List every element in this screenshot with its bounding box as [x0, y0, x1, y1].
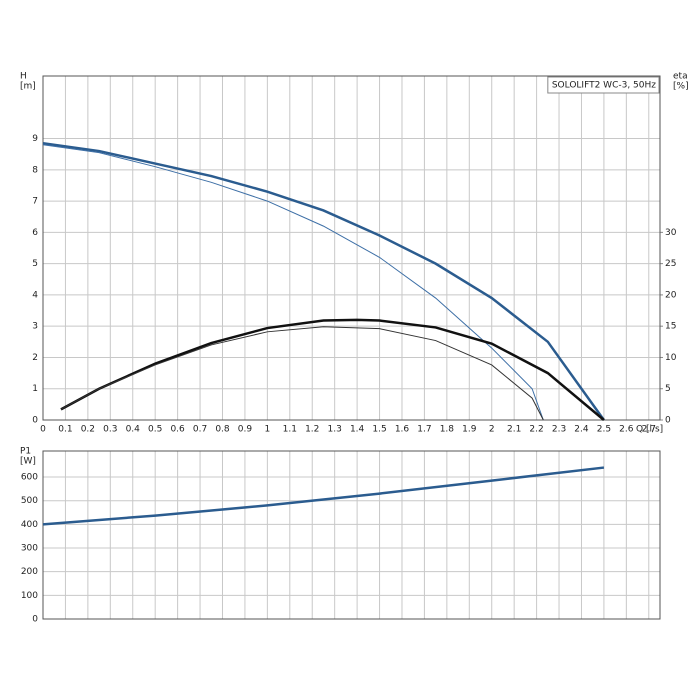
x-tick-label: 1.1	[283, 425, 297, 435]
x-tick-label: 1.7	[417, 425, 431, 435]
y2-tick-label: 30	[665, 228, 677, 238]
y-tick-label: 500	[21, 496, 38, 506]
x-tick-label: 0.9	[238, 425, 253, 435]
y-axis-label: [W]	[20, 457, 36, 467]
y2-axis-label: [%]	[673, 82, 689, 92]
y-tick-label: 6	[32, 228, 38, 238]
x-tick-label: 2	[489, 425, 495, 435]
y2-tick-label: 15	[665, 322, 676, 332]
curve	[60, 326, 544, 421]
x-tick-label: 1.2	[305, 425, 319, 435]
curve	[42, 141, 605, 421]
y-axis-label: [m]	[20, 82, 36, 92]
y-tick-label: 8	[32, 165, 38, 175]
x-tick-label: 1	[264, 425, 270, 435]
y-tick-label: 1	[32, 384, 38, 394]
x-tick-label: 1.5	[372, 425, 386, 435]
y-tick-label: 400	[21, 520, 38, 530]
y-tick-label: 5	[32, 259, 38, 269]
x-tick-label: 0.1	[58, 425, 72, 435]
x-tick-label: 2.3	[552, 425, 566, 435]
curve	[42, 144, 544, 421]
y2-axis-label: eta	[673, 72, 688, 82]
y2-tick-label: 0	[665, 416, 671, 426]
x-tick-label: 0.6	[170, 425, 185, 435]
x-tick-label: 1.3	[328, 425, 342, 435]
x-axis-label: Q [l/s]	[636, 425, 663, 435]
y-tick-label: 200	[21, 567, 38, 577]
y-tick-label: 9	[32, 134, 38, 144]
y-tick-label: 7	[32, 197, 38, 207]
y-tick-label: 100	[21, 591, 38, 601]
x-tick-label: 1.8	[440, 425, 455, 435]
plot-frame	[42, 450, 661, 620]
x-tick-label: 2.2	[529, 425, 543, 435]
y-tick-label: 300	[21, 544, 38, 554]
y2-tick-label: 20	[665, 290, 677, 300]
curve	[42, 466, 605, 526]
x-tick-label: 2.4	[574, 425, 589, 435]
plot-frame	[42, 75, 661, 421]
y-tick-label: 0	[32, 416, 38, 426]
x-tick-label: 2.7	[642, 425, 656, 435]
y2-tick-label: 10	[665, 353, 677, 363]
x-tick-label: 0.7	[193, 425, 207, 435]
x-tick-label: 2.5	[597, 425, 611, 435]
y-tick-label: 3	[32, 322, 38, 332]
x-tick-label: 0.3	[103, 425, 117, 435]
x-tick-label: 1.9	[462, 425, 477, 435]
x-tick-label: 0.5	[148, 425, 162, 435]
x-tick-label: 0.4	[126, 425, 141, 435]
legend-title: SOLOLIFT2 WC-3, 50Hz	[552, 81, 656, 91]
y-tick-label: 0	[32, 615, 38, 625]
y-tick-label: 600	[21, 473, 38, 483]
x-tick-label: 0	[40, 425, 46, 435]
y-axis-label: H	[20, 72, 27, 82]
x-tick-label: 1.6	[395, 425, 410, 435]
y2-tick-label: 25	[665, 259, 676, 269]
y-tick-label: 2	[32, 353, 38, 363]
y-tick-label: 4	[32, 290, 38, 300]
curve	[60, 318, 605, 421]
legend-box	[547, 76, 660, 94]
x-tick-label: 0.2	[81, 425, 95, 435]
x-tick-label: 0.8	[215, 425, 230, 435]
x-tick-label: 2.1	[507, 425, 521, 435]
y2-tick-label: 5	[665, 384, 671, 394]
x-tick-label: 1.4	[350, 425, 365, 435]
y-axis-label: P1	[20, 447, 31, 457]
x-tick-label: 2.6	[619, 425, 634, 435]
